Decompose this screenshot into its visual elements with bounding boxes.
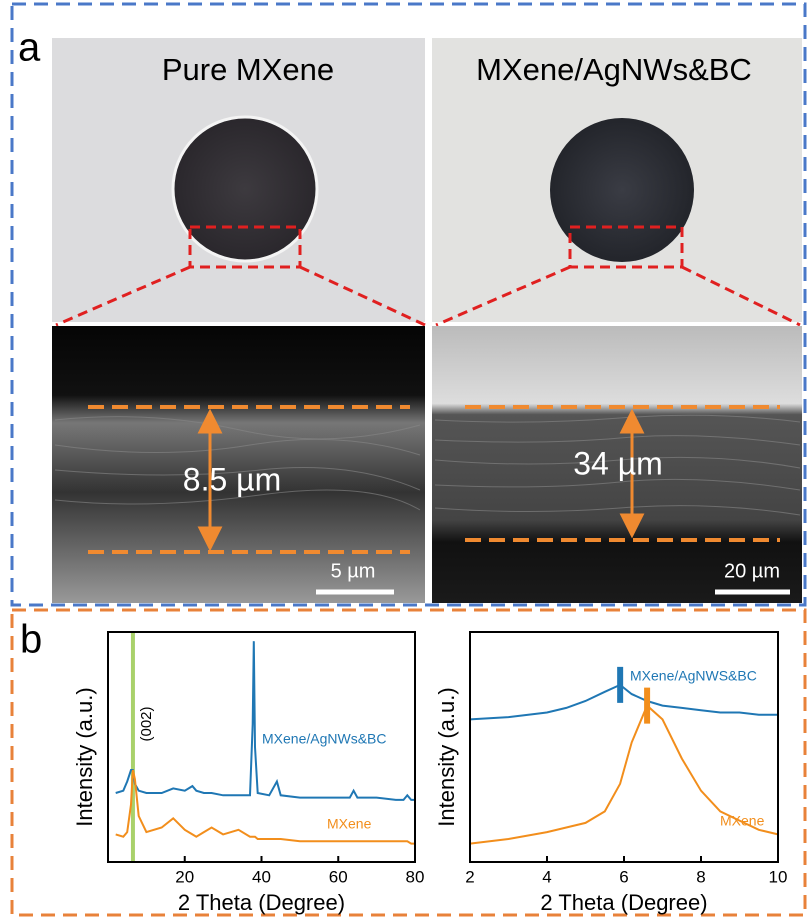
panel-label: b xyxy=(20,618,42,662)
thickness-label: 34 µm xyxy=(573,445,663,481)
figure: a b Pure MXene MXene/AgNWs&BC 8.5 µm 34 … xyxy=(0,0,807,917)
y-axis-label: Intensity (a.u.) xyxy=(72,687,97,826)
series-label: MXene/AgNWS&BC xyxy=(630,668,757,684)
film-disc xyxy=(173,117,317,261)
x-tick-label: 6 xyxy=(619,867,628,886)
x-axis-label: 2 Theta (Degree) xyxy=(540,890,707,915)
x-tick-label: 10 xyxy=(769,867,788,886)
x-tick-label: 2 xyxy=(465,867,474,886)
sample-title: MXene/AgNWs&BC xyxy=(476,52,752,87)
x-tick-label: 60 xyxy=(329,867,348,886)
series-line xyxy=(116,641,415,800)
x-tick-label: 20 xyxy=(175,867,194,886)
x-tick-label: 80 xyxy=(406,867,425,886)
series-label: MXene/AgNWs&BC xyxy=(262,731,386,747)
series-label: MXene xyxy=(720,813,765,829)
series-line xyxy=(116,770,415,844)
x-tick-label: 8 xyxy=(696,867,705,886)
sample-title: Pure MXene xyxy=(162,52,334,87)
scale-label: 20 µm xyxy=(724,560,780,582)
charts: MXene/AgNWs&BC MXene 20 40 60 80 2 Theta (Degr… xyxy=(72,632,788,915)
panel-label: a xyxy=(18,26,41,70)
scale-label: 5 µm xyxy=(331,560,376,582)
x-tick-label: 4 xyxy=(542,867,551,886)
series-line xyxy=(470,685,778,720)
thickness-label: 8.5 µm xyxy=(183,461,281,497)
x-tick-label: 40 xyxy=(252,867,271,886)
y-axis-label: Intensity (a.u.) xyxy=(434,687,459,826)
series-label: MXene xyxy=(327,816,372,832)
x-axis-label: 2 Theta (Degree) xyxy=(178,890,345,915)
peak-annotation: (002) xyxy=(138,706,155,741)
film-disc xyxy=(550,118,694,262)
